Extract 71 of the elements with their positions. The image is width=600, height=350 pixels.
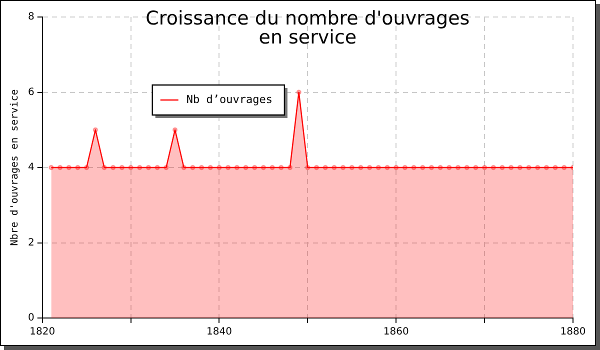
point	[446, 164, 452, 170]
point	[562, 164, 567, 170]
x-tick-label: 1880	[560, 326, 586, 338]
point	[92, 127, 98, 132]
point	[332, 164, 337, 170]
point	[225, 164, 231, 170]
legend-label: Nb d’ouvrages	[186, 92, 272, 106]
point	[552, 164, 558, 170]
point	[340, 164, 346, 170]
point	[190, 164, 196, 170]
point	[137, 164, 142, 170]
point	[314, 164, 320, 170]
point	[270, 164, 275, 170]
point	[376, 164, 382, 170]
point	[146, 164, 152, 170]
point	[172, 127, 178, 132]
point	[455, 164, 461, 170]
x-tick-label: 1840	[206, 326, 232, 338]
point	[500, 164, 505, 170]
point	[102, 164, 107, 170]
point	[544, 164, 550, 170]
y-axis-title: Nbre d'ouvrages en service	[10, 89, 21, 246]
point	[473, 164, 478, 170]
point	[420, 164, 426, 170]
point	[216, 164, 222, 170]
point	[384, 164, 390, 170]
point	[252, 164, 258, 170]
point	[208, 164, 213, 170]
point	[119, 164, 125, 170]
point	[535, 164, 540, 170]
point	[75, 164, 80, 170]
y-tick-label: 6	[28, 86, 34, 98]
y-tick-label: 8	[28, 12, 34, 23]
point	[278, 164, 284, 170]
point	[84, 164, 90, 170]
y-tick-label: 2	[28, 237, 34, 248]
point	[128, 164, 134, 170]
point	[526, 164, 532, 170]
point	[296, 90, 302, 95]
point	[305, 164, 310, 170]
point	[243, 164, 248, 170]
point	[57, 164, 63, 170]
point	[464, 164, 470, 170]
point	[164, 164, 169, 170]
point	[198, 164, 204, 170]
point	[428, 164, 434, 170]
point	[154, 164, 160, 170]
point	[181, 164, 186, 170]
chart-title: Croissance du nombre d'ouvrages en service	[146, 7, 470, 48]
point	[48, 164, 54, 170]
point	[508, 164, 514, 170]
x-tick-label: 1860	[383, 326, 409, 338]
point	[438, 164, 443, 170]
point	[260, 164, 266, 170]
point	[411, 164, 416, 170]
point	[366, 164, 372, 170]
point	[287, 164, 293, 170]
point	[394, 164, 399, 170]
point	[490, 164, 496, 170]
point	[110, 164, 116, 170]
y-tick-label: 0	[28, 312, 34, 324]
point	[358, 164, 364, 170]
point	[66, 164, 72, 170]
point	[234, 164, 240, 170]
point	[517, 164, 523, 170]
point	[322, 164, 328, 170]
y-tick-label: 4	[28, 162, 34, 174]
point	[349, 164, 354, 170]
point	[482, 164, 488, 170]
x-tick-label: 1820	[30, 326, 56, 338]
point	[402, 164, 408, 170]
